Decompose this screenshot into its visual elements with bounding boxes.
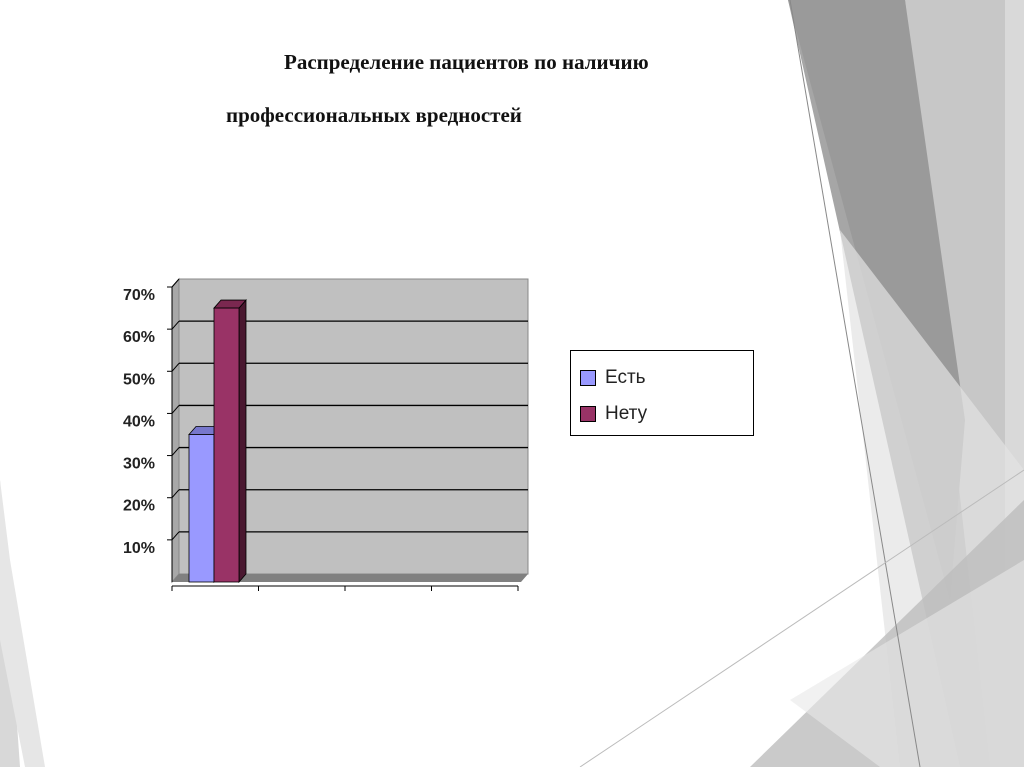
y-tick-label: 30%: [123, 456, 155, 473]
slide-title-line-1: Распределение пациентов по наличию: [284, 50, 649, 74]
gridline-side: [171, 489, 180, 499]
legend-label-netu: Нету: [605, 403, 648, 424]
slide-title-line-2: профессиональных вредностей: [226, 103, 522, 127]
gridline-side: [171, 278, 180, 288]
legend-swatch-est: [580, 370, 596, 386]
gridline-side: [171, 362, 180, 372]
legend-label-est: Есть: [605, 367, 646, 388]
bar-Есть: [188, 434, 215, 583]
y-tick-label: 40%: [123, 413, 155, 430]
plot-floor: [172, 574, 528, 582]
chart-legend: Есть Нету: [570, 350, 754, 436]
y-tick-label: 20%: [123, 498, 155, 515]
legend-swatch-netu: [580, 406, 596, 422]
legend-item-netu: Нету: [580, 403, 647, 425]
bar-Нету: [213, 307, 240, 583]
gridline-side: [171, 531, 180, 541]
y-tick-label: 50%: [123, 371, 155, 388]
gridline-side: [171, 447, 180, 456]
y-tick-label: 70%: [123, 287, 155, 304]
gridline-side: [171, 320, 180, 330]
bar-side-Нету: [238, 299, 247, 584]
gridline-side: [171, 405, 180, 414]
y-tick-label: 60%: [123, 329, 155, 346]
legend-item-est: Есть: [580, 367, 646, 389]
y-tick-label: 10%: [123, 540, 155, 557]
